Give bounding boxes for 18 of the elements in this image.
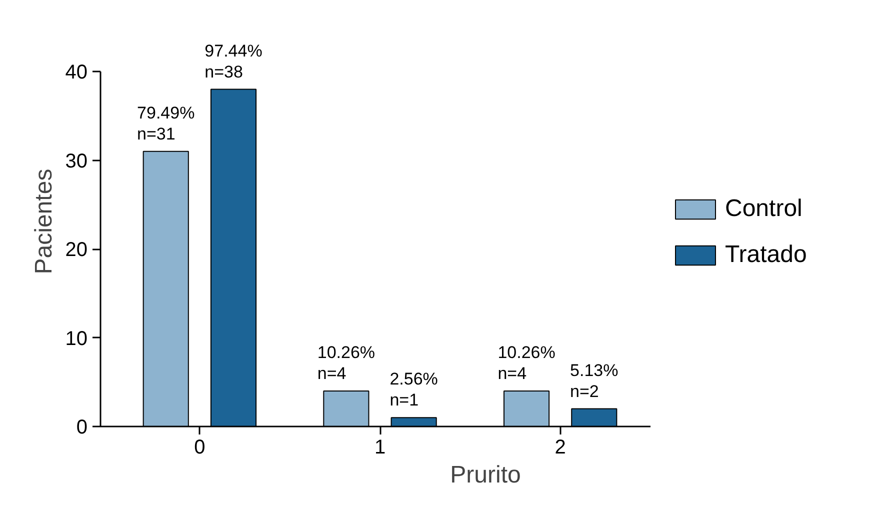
x-tick-label: 1: [374, 436, 386, 458]
y-axis-title: Pacientes: [30, 168, 58, 274]
data-label: 5.13% n=2: [570, 360, 618, 401]
y-tick-label: 10: [65, 328, 88, 350]
data-label: 2.56% n=1: [390, 370, 438, 410]
y-tick-label: 20: [65, 239, 88, 261]
data-label: 79.49% n=31: [137, 103, 195, 144]
legend-label: Control: [725, 195, 802, 223]
x-tick-label: 2: [554, 436, 566, 458]
y-tick-label: 30: [65, 150, 88, 172]
legend-label: Tratado: [725, 241, 807, 269]
data-label: 10.26% n=4: [317, 343, 376, 383]
y-tick-label: 40: [65, 62, 88, 84]
y-tick-label: 0: [76, 416, 88, 438]
data-label: 10.26% n=4: [498, 343, 556, 383]
x-tick-label: 0: [194, 436, 206, 458]
x-axis-title: Prurito: [450, 462, 521, 488]
data-label: 97.44% n=38: [204, 41, 262, 82]
